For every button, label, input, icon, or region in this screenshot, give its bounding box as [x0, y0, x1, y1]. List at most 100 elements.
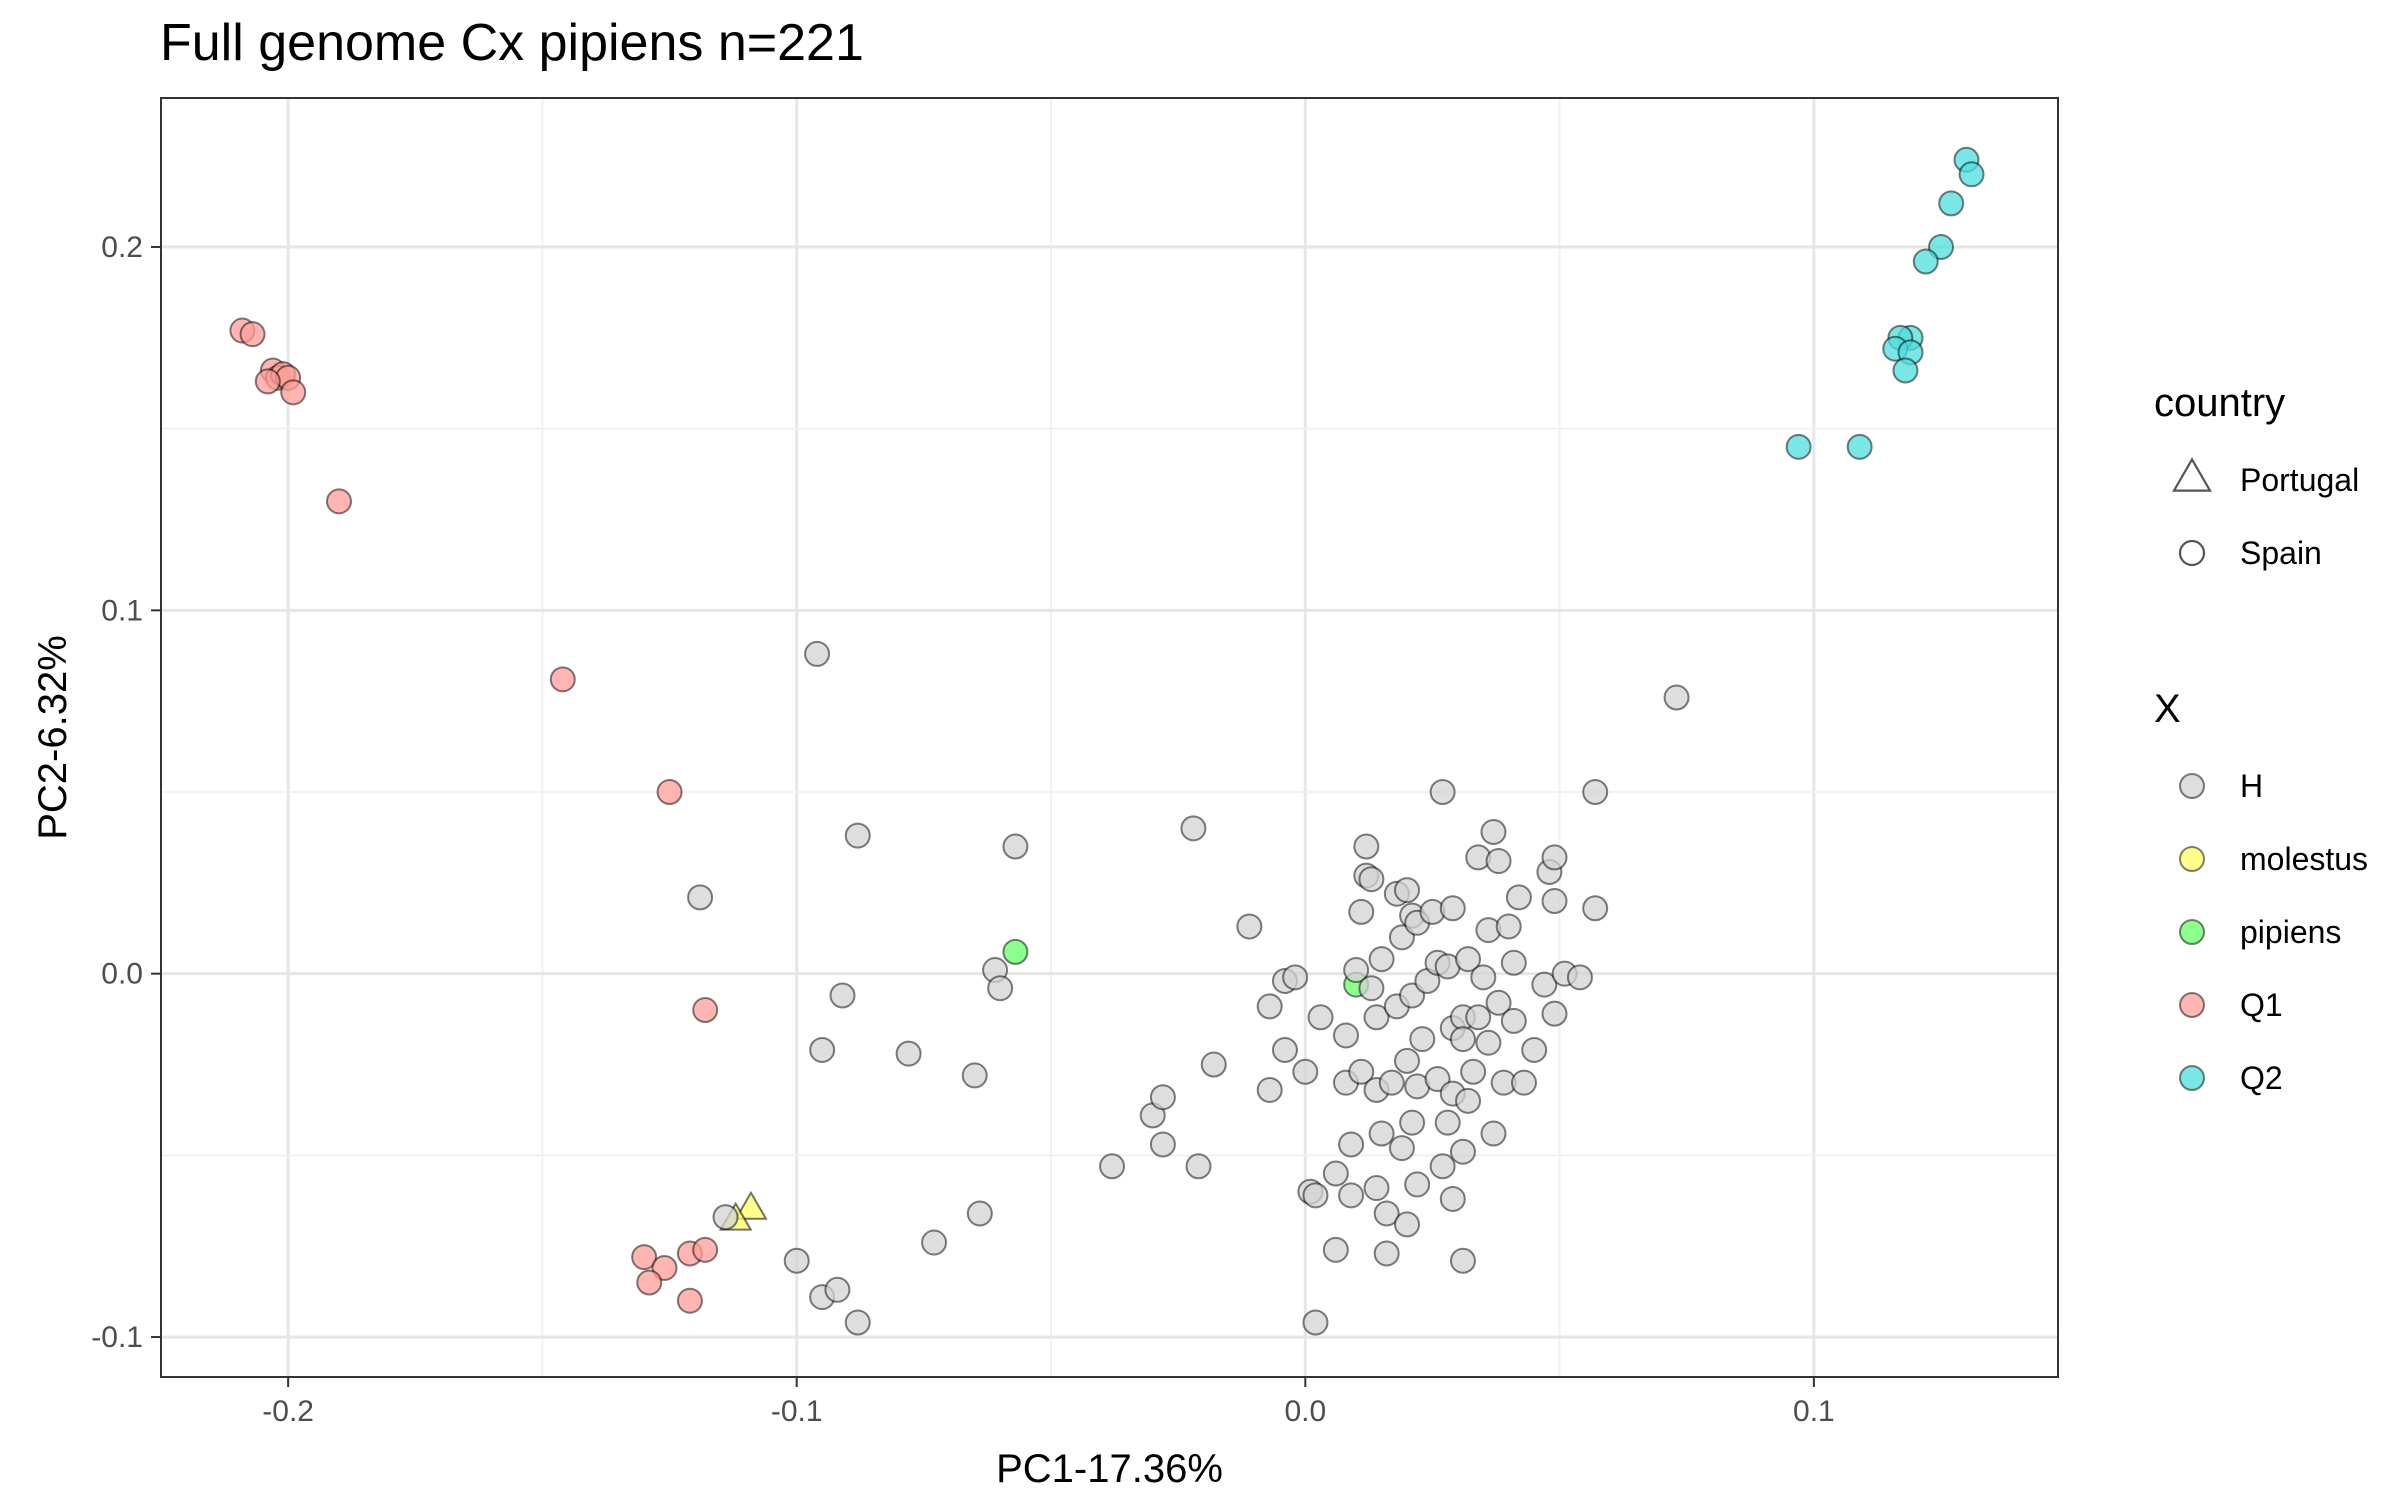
y-tick-label: -0.1	[91, 1321, 143, 1354]
data-point-H	[1455, 946, 1482, 973]
data-point-H	[804, 640, 831, 667]
data-point-H	[1500, 1007, 1527, 1034]
data-point-H	[1480, 1120, 1507, 1147]
legend-key-H	[2179, 773, 2205, 799]
data-point-H	[1495, 913, 1522, 940]
legend-label: Q1	[2240, 987, 2283, 1023]
data-point-H	[1338, 1131, 1365, 1158]
data-point-H	[921, 1229, 948, 1256]
data-point-H	[844, 1309, 871, 1336]
data-point-H	[712, 1204, 739, 1231]
data-point-H	[1302, 1309, 1329, 1336]
data-point-H	[966, 1200, 993, 1227]
y-tick-label: 0.2	[101, 231, 143, 264]
legend-label: H	[2240, 768, 2263, 804]
data-point-H	[1322, 1236, 1349, 1263]
data-point-Q1	[239, 321, 266, 348]
data-point-H	[1470, 964, 1497, 991]
x-tick-label: 0.0	[1284, 1395, 1326, 1428]
data-point-H	[844, 822, 871, 849]
data-point-H	[1368, 1120, 1395, 1147]
data-point-Q1	[676, 1287, 703, 1314]
data-point-Q2	[1958, 161, 1985, 188]
data-point-Q2	[1938, 190, 1965, 217]
data-point-H	[1460, 1058, 1487, 1085]
legend-key-molestus	[2179, 846, 2205, 872]
legend-title: country	[2154, 381, 2285, 425]
data-point-H	[829, 982, 856, 1009]
data-point-H	[1236, 913, 1263, 940]
y-tick-label: 0.1	[101, 594, 143, 627]
legend-label: pipiens	[2240, 914, 2341, 950]
data-point-Q1	[631, 1244, 658, 1271]
data-point-H	[961, 1062, 988, 1089]
plot-panel	[160, 97, 2059, 1378]
data-point-H	[1531, 971, 1558, 998]
data-point-H	[1348, 1058, 1375, 1085]
data-point-H	[987, 975, 1014, 1002]
data-point-H	[1332, 1022, 1359, 1049]
data-point-H	[1485, 848, 1512, 875]
x-axis-title: PC1-17.36%	[996, 1447, 1223, 1491]
data-point-H	[687, 884, 714, 911]
data-point-H	[1475, 1029, 1502, 1056]
y-axis-title: PC2-6.32%	[31, 635, 75, 840]
data-point-Q1	[636, 1269, 663, 1296]
data-point-H	[1429, 779, 1456, 806]
data-point-H	[1541, 844, 1568, 871]
data-point-H	[1409, 1026, 1436, 1053]
data-point-Q2	[1892, 357, 1919, 384]
data-point-Q2	[1912, 248, 1939, 275]
data-point-H	[1373, 1200, 1400, 1227]
legend-key-circle	[2178, 539, 2206, 567]
data-point-H	[1449, 1026, 1476, 1053]
data-point-H	[1541, 1000, 1568, 1027]
x-tick-label: -0.2	[262, 1395, 314, 1428]
data-point-H	[824, 1276, 851, 1303]
data-point-H	[1256, 1076, 1283, 1103]
data-point-H	[1149, 1131, 1176, 1158]
data-point-H	[1099, 1153, 1126, 1180]
data-point-H	[1363, 1175, 1390, 1202]
data-point-H	[1322, 1160, 1349, 1187]
data-point-H	[809, 1036, 836, 1063]
data-point-H	[1180, 815, 1207, 842]
data-point-Q1	[280, 379, 307, 406]
data-point-H	[1582, 895, 1609, 922]
data-point-molestus	[734, 1190, 768, 1220]
data-point-pipiens	[1002, 938, 1029, 965]
data-point-H	[1505, 884, 1532, 911]
grid	[161, 98, 2058, 1377]
data-point-H	[1510, 1069, 1537, 1096]
data-point-H	[1439, 895, 1466, 922]
data-point-H	[1455, 1087, 1482, 1114]
data-point-Q1	[692, 997, 719, 1024]
legend-title: X	[2154, 687, 2181, 731]
data-point-H	[1663, 684, 1690, 711]
data-point-H	[1373, 1240, 1400, 1267]
data-point-H	[1449, 1247, 1476, 1274]
data-point-H	[1449, 1138, 1476, 1165]
data-point-Q2	[1785, 433, 1812, 460]
legend-key-triangle	[2172, 457, 2212, 492]
data-point-H	[1394, 1047, 1421, 1074]
data-point-H	[1582, 779, 1609, 806]
data-point-Q1	[254, 368, 281, 395]
data-point-H	[1434, 1109, 1461, 1136]
data-point-H	[1200, 1051, 1227, 1078]
data-point-H	[1338, 1182, 1365, 1209]
data-point-H	[1348, 898, 1375, 925]
legend-label: molestus	[2240, 841, 2368, 877]
data-point-H	[1378, 1069, 1405, 1096]
data-point-H	[1566, 964, 1593, 991]
data-point-H	[1541, 888, 1568, 915]
data-point-Q2	[1846, 433, 1873, 460]
legend-key-Q1	[2179, 992, 2205, 1018]
chart-title: Full genome Cx pipiens n=221	[160, 14, 864, 72]
data-point-H	[1399, 1109, 1426, 1136]
x-tick-label: -0.1	[771, 1395, 823, 1428]
data-point-H	[1394, 1211, 1421, 1238]
data-point-H	[1500, 949, 1527, 976]
data-point-H	[1149, 1084, 1176, 1111]
